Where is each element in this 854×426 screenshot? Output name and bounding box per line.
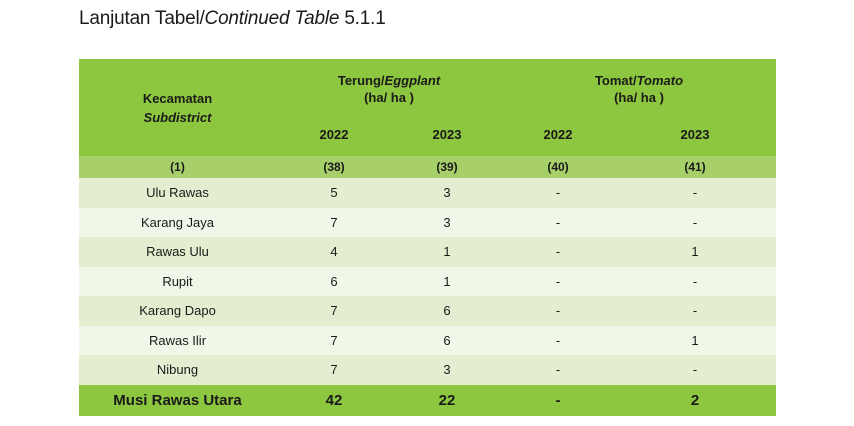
total-row: Musi Rawas Utara 42 22 - 2	[79, 384, 776, 416]
total-name: Musi Rawas Utara	[113, 391, 242, 409]
column-number: (1)	[170, 160, 185, 174]
column-number: (40)	[547, 160, 569, 174]
subdistrict-name: Rupit	[162, 273, 193, 289]
table-cell: -	[692, 303, 698, 319]
table-cell: 6	[443, 303, 451, 319]
table-cell: -	[555, 332, 561, 348]
table-cell: 3	[443, 214, 451, 230]
year-header: 2023	[680, 126, 710, 142]
table-cell: -	[555, 214, 561, 230]
column-number: (41)	[684, 160, 706, 174]
subdistrict-header: Kecamatan Subdistrict	[79, 59, 276, 156]
table-row: Ulu Rawas 5 3 - -	[79, 178, 776, 208]
year-header: 2022	[319, 126, 349, 142]
total-cell: 42	[325, 391, 343, 409]
tomato-group-header: Tomat/Tomato (ha/ ha )	[502, 59, 776, 112]
table-cell: 1	[691, 332, 699, 348]
table-cell: 6	[443, 332, 451, 348]
table-cell: 7	[330, 362, 338, 378]
subdistrict-name: Rawas Ulu	[146, 244, 209, 260]
table-row: Rupit 6 1 - -	[79, 266, 776, 296]
table-cell: 7	[330, 332, 338, 348]
total-cell: 22	[438, 391, 456, 409]
table-cell: 6	[330, 273, 338, 289]
subdistrict-header-en: Subdistrict	[143, 109, 212, 125]
subdistrict-name: Rawas Ilir	[148, 332, 207, 348]
table-row: Karang Jaya 7 3 - -	[79, 207, 776, 237]
table-cell: -	[555, 273, 561, 289]
subdistrict-name: Karang Jaya	[141, 214, 214, 230]
table-cell: 7	[330, 303, 338, 319]
column-number: (38)	[323, 160, 345, 174]
table-cell: 1	[691, 244, 699, 260]
eggplant-label-en: Eggplant	[384, 73, 441, 88]
eggplant-unit: (ha/ ha )	[364, 90, 414, 105]
subdistrict-name: Nibung	[156, 362, 199, 378]
subdistrict-name: Ulu Rawas	[146, 185, 209, 201]
table-cell: -	[692, 362, 698, 378]
table-cell: -	[555, 303, 561, 319]
table-cell: 1	[443, 244, 451, 260]
table-cell: 5	[330, 185, 338, 201]
table-cell: -	[555, 362, 561, 378]
caption-number: 5.1.1	[339, 8, 386, 29]
table-row: Rawas Ulu 4 1 - 1	[79, 237, 776, 267]
tomato-label-id: Tomat/	[594, 73, 637, 88]
table-cell: 1	[443, 273, 451, 289]
table-caption: Lanjutan Tabel/Continued Table 5.1.1	[79, 8, 386, 30]
total-cell: 2	[690, 391, 700, 409]
data-table: Kecamatan Subdistrict Terung/Eggplant (h…	[79, 59, 776, 416]
subdistrict-header-id: Kecamatan	[142, 90, 213, 106]
total-cell: -	[555, 391, 561, 409]
year-header: 2022	[543, 126, 573, 142]
caption-italic: Continued Table	[204, 8, 340, 29]
table-cell: 3	[443, 362, 451, 378]
tomato-label-en: Tomato	[636, 73, 684, 88]
table-cell: -	[555, 244, 561, 260]
eggplant-label-id: Terung/	[337, 73, 385, 88]
header-row-groups: Kecamatan Subdistrict Terung/Eggplant (h…	[79, 59, 776, 125]
table-cell: -	[692, 185, 698, 201]
subdistrict-name: Karang Dapo	[139, 303, 216, 319]
table-cell: -	[692, 273, 698, 289]
table-row: Nibung 7 3 - -	[79, 355, 776, 385]
eggplant-group-header: Terung/Eggplant (ha/ ha )	[276, 59, 502, 112]
table-cell: -	[692, 214, 698, 230]
column-number: (39)	[436, 160, 458, 174]
table-row: Rawas Ilir 7 6 - 1	[79, 325, 776, 355]
caption-main: Lanjutan Tabel/	[79, 8, 205, 29]
tomato-unit: (ha/ ha )	[614, 90, 664, 105]
year-header: 2023	[432, 126, 462, 142]
table-cell: -	[555, 185, 561, 201]
table-cell: 4	[330, 244, 338, 260]
table-cell: 7	[330, 214, 338, 230]
table-row: Karang Dapo 7 6 - -	[79, 296, 776, 326]
column-number-row: (1) (38) (39) (40) (41)	[79, 156, 776, 178]
table-cell: 3	[443, 185, 451, 201]
